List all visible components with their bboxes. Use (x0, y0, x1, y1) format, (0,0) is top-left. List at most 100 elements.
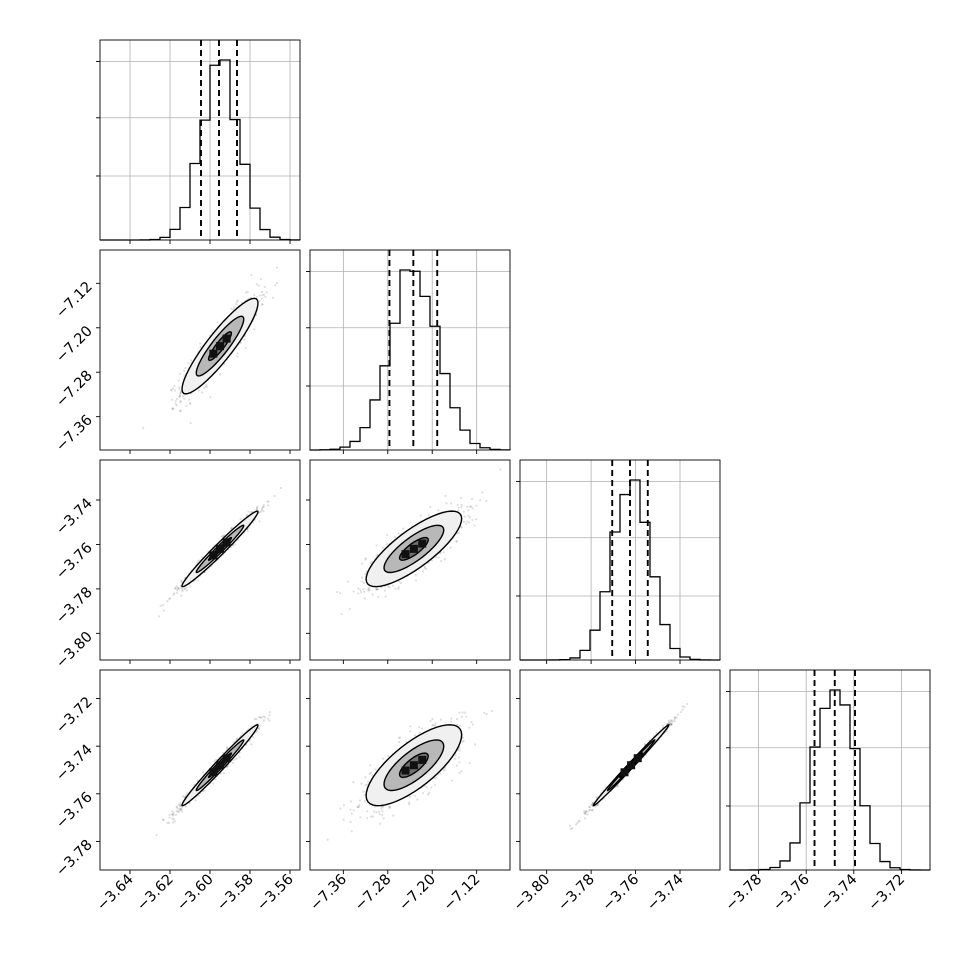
sample-point (180, 806, 183, 809)
sample-point (360, 576, 364, 579)
sample-point (168, 597, 172, 600)
sample-point (197, 389, 200, 392)
sample-point (397, 736, 401, 739)
sample-point (203, 386, 206, 390)
sample-point (172, 387, 175, 390)
sample-point (364, 558, 367, 561)
sample-point (392, 814, 395, 817)
sample-point (457, 506, 460, 509)
sample-point (368, 588, 371, 591)
sample-point (363, 573, 367, 576)
density-peak-cell (209, 768, 218, 777)
sample-point (450, 779, 454, 782)
sample-point (358, 803, 361, 807)
sample-point (276, 266, 279, 269)
scatter-frame (99, 669, 301, 871)
sample-point (241, 731, 244, 735)
sample-point (264, 295, 267, 298)
sample-point (394, 587, 397, 590)
sample-point (177, 810, 181, 813)
sample-point (171, 408, 174, 411)
sample-point (262, 715, 265, 718)
sample-point (352, 809, 355, 812)
sample-point (461, 711, 464, 714)
sample-point (166, 822, 169, 825)
sample-point (407, 802, 411, 806)
sample-point (375, 554, 378, 557)
sample-point (236, 355, 239, 358)
sample-point (435, 556, 438, 559)
sample-point (172, 811, 175, 815)
sample-point (464, 711, 467, 714)
sample-point (162, 818, 165, 822)
sample-point (444, 766, 447, 769)
sample-point (175, 806, 179, 809)
sample-point (360, 580, 363, 583)
sample-point (225, 746, 229, 749)
sample-point (458, 749, 461, 752)
sample-point (455, 540, 458, 543)
sample-point (216, 321, 219, 324)
sample-point (177, 388, 181, 391)
sample-point (381, 810, 384, 813)
density-peak-cell (401, 766, 410, 775)
sample-point (470, 720, 473, 724)
sample-point (444, 494, 447, 497)
sample-point (437, 556, 440, 559)
sample-point (470, 497, 474, 501)
sample-point (185, 586, 188, 589)
sample-point (268, 714, 271, 717)
sample-point (423, 565, 427, 568)
sample-point (177, 588, 180, 591)
sample-point (574, 823, 578, 826)
sample-point (479, 499, 482, 502)
sample-point (669, 723, 672, 726)
sample-point (459, 724, 462, 727)
sample-point (179, 808, 182, 811)
sample-point (236, 299, 239, 302)
sample-point (178, 395, 181, 398)
hist-panel-1 (306, 249, 511, 454)
sample-point (450, 720, 453, 723)
sample-point (194, 799, 197, 802)
sample-point (420, 727, 424, 730)
sample-point (179, 392, 182, 395)
sample-point (175, 805, 178, 808)
density-peak-cell (216, 761, 224, 770)
sample-point (454, 754, 457, 757)
sample-point (382, 817, 385, 820)
sample-point (468, 726, 471, 729)
sample-point (453, 757, 457, 760)
sample-point (375, 587, 378, 590)
sample-point (174, 402, 177, 405)
sample-point (266, 500, 269, 503)
sample-point (243, 338, 246, 341)
sample-point (467, 514, 470, 517)
scatter-content (157, 486, 282, 618)
sample-point (262, 503, 265, 507)
sample-point (174, 587, 177, 590)
sample-point (179, 372, 182, 376)
sample-point (175, 810, 178, 813)
sample-point (179, 802, 182, 805)
density-peak-cell (216, 342, 224, 351)
sample-point (366, 588, 370, 591)
sample-point (225, 765, 229, 769)
hist-frame (729, 669, 931, 871)
sample-point (457, 756, 461, 759)
sample-point (180, 587, 183, 590)
hist-frame (519, 459, 721, 661)
sample-point (466, 520, 469, 523)
sample-point (172, 821, 175, 824)
sample-point (348, 607, 351, 611)
sample-point (439, 718, 442, 721)
sample-point (462, 510, 465, 513)
sample-point (231, 761, 234, 765)
sample-point (586, 813, 589, 816)
density-peak-cell (401, 550, 410, 559)
density-peak-cell (418, 539, 427, 548)
sample-point (180, 594, 183, 597)
sample-point (359, 816, 362, 819)
sample-point (336, 590, 339, 594)
sample-point (643, 742, 646, 746)
